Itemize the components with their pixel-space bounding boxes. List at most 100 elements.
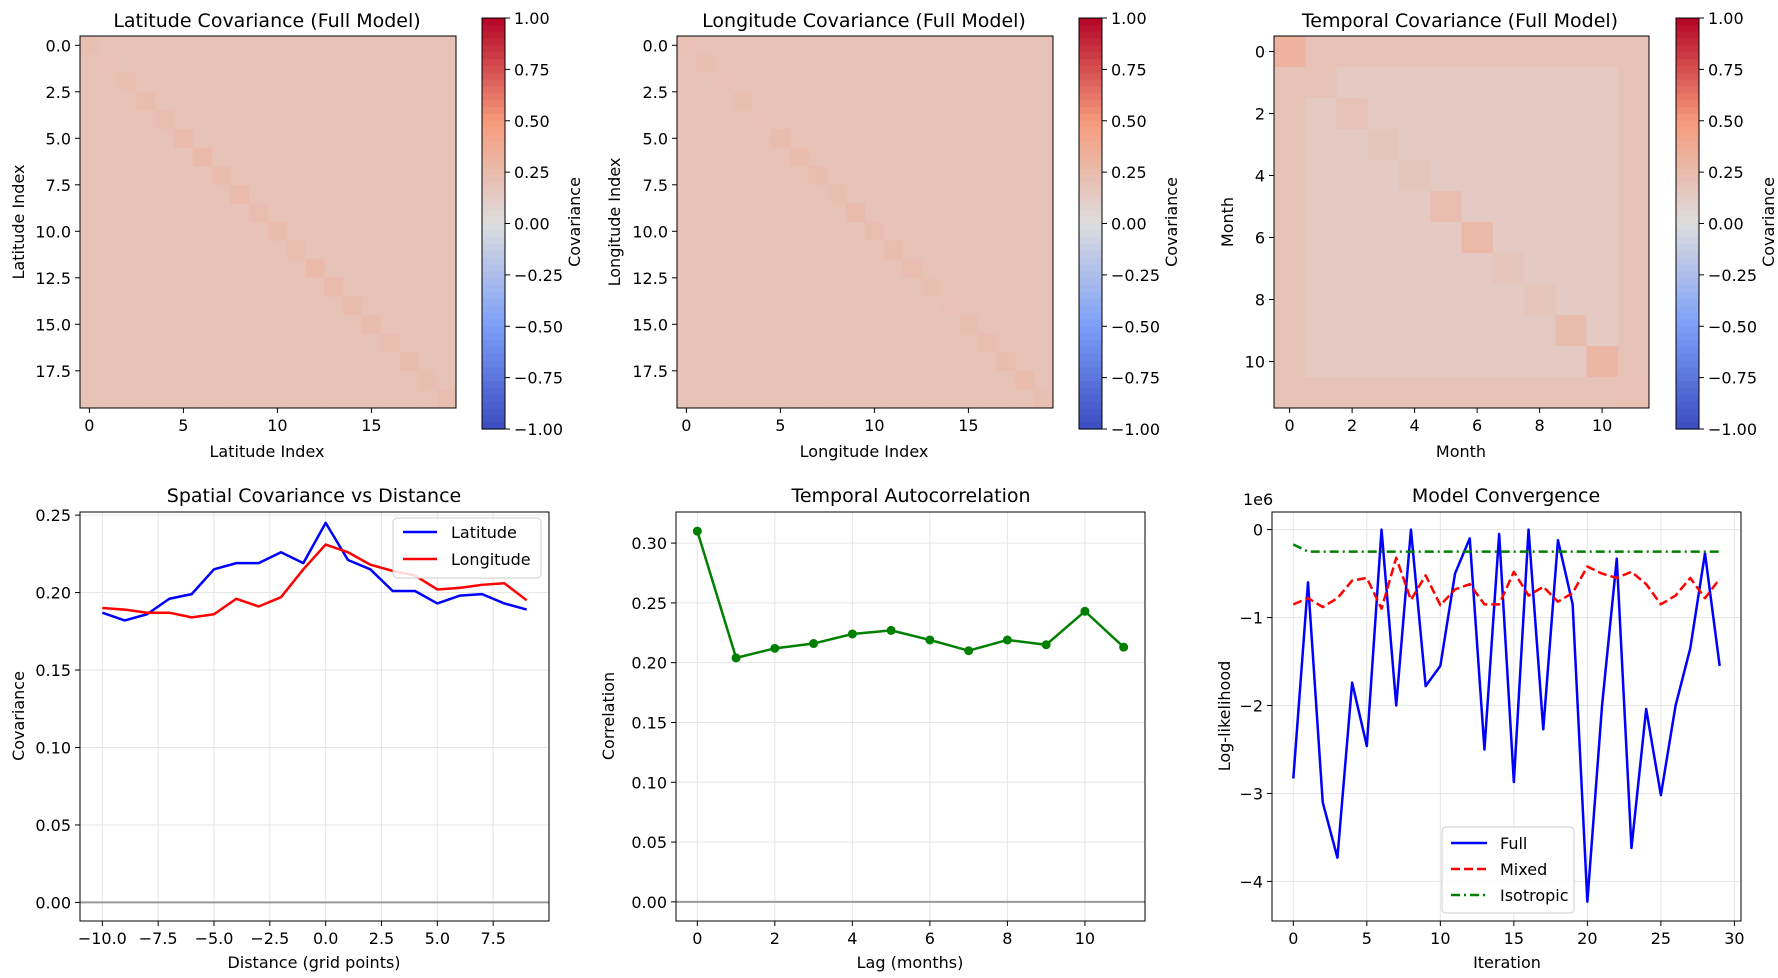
heatmap-cell <box>98 240 119 260</box>
colorbar-segment <box>482 31 505 40</box>
heatmap-cell <box>1034 315 1054 335</box>
heatmap-cell <box>940 129 960 149</box>
heatmap-cell <box>268 277 288 297</box>
heatmap-cell <box>343 91 363 111</box>
heatmap-cell <box>695 91 716 111</box>
heatmap-cell <box>752 54 772 74</box>
y-tick-label: 0.00 <box>35 893 71 912</box>
heatmap-cell <box>1461 67 1494 99</box>
heatmap-cell <box>343 389 363 409</box>
colorbar-tick-label: 0.75 <box>1708 60 1744 79</box>
heatmap-cell <box>1015 147 1035 167</box>
x-axis-label: Longitude Index <box>800 442 929 461</box>
heatmap-cell <box>437 315 457 335</box>
heatmap-cell <box>714 91 734 111</box>
heatmap-cell <box>324 222 344 242</box>
heatmap-cell <box>677 129 697 149</box>
heatmap-cell <box>808 129 828 149</box>
heatmap-cell <box>230 91 250 111</box>
x-tick-label: 15 <box>958 416 978 435</box>
colorbar-segment <box>1676 415 1699 423</box>
heatmap-cell <box>940 147 960 167</box>
panel-latitude-covariance: Latitude Covariance (Full Model) 0 5 10 15 … <box>9 9 584 461</box>
heatmap-cell <box>1015 129 1035 149</box>
heatmap-cell <box>230 370 250 390</box>
colorbar-segment <box>1676 374 1699 382</box>
heatmap-cell <box>733 315 753 335</box>
heatmap-cell <box>174 54 194 74</box>
heatmap-cell <box>959 352 979 372</box>
heatmap-cell <box>771 36 791 56</box>
heatmap-cell <box>1034 277 1054 297</box>
heatmap-cell <box>192 166 213 186</box>
heatmap-cell <box>865 277 885 297</box>
heatmap-cell <box>1336 222 1369 254</box>
heatmap-cell <box>977 389 998 409</box>
heatmap-cell <box>1461 315 1494 347</box>
x-tick-label: 6 <box>1472 416 1482 435</box>
heatmap-cell <box>324 91 344 111</box>
heatmap-cell <box>155 184 175 204</box>
y-tick-label: 0.00 <box>631 893 667 912</box>
colorbar: 1.00 0.75 0.50 0.25 0.00 −0.25 −0.50 −0.75 −1.00 <box>1078 9 1160 439</box>
heatmap-cell <box>695 110 716 130</box>
colorbar-segment <box>1079 394 1102 403</box>
heatmap-cell <box>418 91 438 111</box>
colorbar-segment <box>482 339 505 348</box>
colorbar-tick-label: −0.75 <box>1708 369 1757 388</box>
plot-frame <box>1271 511 1742 922</box>
heatmap-cell <box>268 352 288 372</box>
y-tick-label: 10 <box>1245 353 1265 372</box>
heatmap-cell <box>136 389 156 409</box>
heatmap-cell <box>305 54 325 74</box>
heatmap-cell <box>192 370 213 390</box>
heatmap-cell <box>305 259 325 279</box>
heatmap-cell <box>155 147 175 167</box>
colorbar-segment <box>1676 202 1699 211</box>
heatmap-cell <box>921 370 941 390</box>
heatmap-cell <box>249 36 269 56</box>
heatmap-cell <box>1015 110 1035 130</box>
heatmap-cell <box>362 277 382 297</box>
heatmap-cell <box>1430 36 1462 68</box>
colorbar-tick-label: −0.50 <box>514 317 563 336</box>
heatmap-cell <box>940 315 960 335</box>
heatmap-cell <box>117 222 137 242</box>
heatmap-cell <box>1461 377 1494 409</box>
colorbar-segment <box>1676 319 1699 327</box>
heatmap-cell <box>117 147 137 167</box>
colorbar-segment <box>482 285 505 293</box>
heatmap-cell <box>192 389 213 409</box>
heatmap-cell <box>902 333 922 353</box>
heatmap-cell <box>1034 73 1054 93</box>
colorbar-segment <box>482 264 505 273</box>
heatmap-cell <box>902 259 922 279</box>
colorbar-segment <box>1676 360 1699 368</box>
x-tick-label: 10 <box>1430 929 1450 948</box>
heatmap-cell <box>846 333 866 353</box>
colorbar-segment <box>1079 175 1102 183</box>
colorbar-tick-label: −0.25 <box>514 266 563 285</box>
heatmap-cell <box>192 54 213 74</box>
colorbar-segment <box>1079 127 1102 136</box>
heatmap-cell <box>808 389 828 409</box>
heatmap-cell <box>117 73 137 93</box>
colorbar-segment <box>1079 100 1102 108</box>
heatmap-cell <box>343 240 363 260</box>
heatmap-cell <box>343 277 363 297</box>
colorbar-segment <box>482 223 505 231</box>
heatmap-cell <box>80 315 100 335</box>
heatmap-cell <box>80 389 100 409</box>
y-tick-label: 15.0 <box>35 315 71 334</box>
heatmap-cell <box>1274 36 1306 68</box>
heatmap-cell <box>136 91 156 111</box>
heatmap-cell <box>1305 98 1337 130</box>
heatmap-cell <box>865 129 885 149</box>
colorbar-segment <box>1676 381 1699 389</box>
heatmap-cell <box>117 110 137 130</box>
colorbar-segment <box>482 250 505 259</box>
heatmap-cell <box>155 315 175 335</box>
heatmap-cell <box>846 184 866 204</box>
colorbar-segment <box>1676 278 1699 286</box>
